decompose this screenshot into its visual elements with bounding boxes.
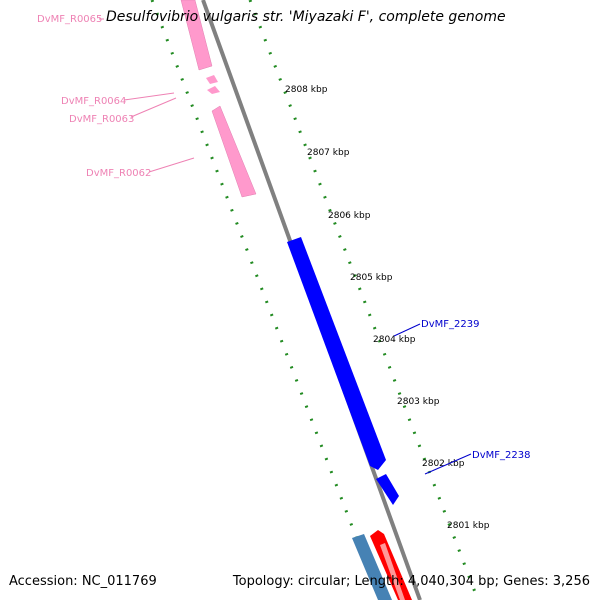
gene-label-r0063: DvMF_R0063 — [69, 114, 134, 125]
leader-line — [424, 453, 472, 475]
gene-label-2239: DvMF_2239 — [421, 319, 479, 330]
tick-label: 2802 kbp — [422, 459, 465, 469]
gene-2239-arrow — [287, 237, 386, 470]
organism-name: Desulfovibrio vulgaris str. 'Miyazaki F'… — [106, 9, 506, 25]
leader-line — [123, 92, 175, 101]
gene-label-2238: DvMF_2238 — [472, 450, 530, 461]
genome-summary: Topology: circular; Length: 4,040,304 bp… — [232, 574, 590, 589]
gene-r0064-arrow — [206, 75, 218, 84]
inner-tick-ring — [150, 0, 382, 600]
tick-label: 2805 kbp — [350, 273, 393, 283]
gene-r0063-arrow — [207, 86, 220, 94]
gene-2238-arrow — [376, 474, 399, 505]
tick-label: 2808 kbp — [285, 85, 328, 95]
gene-label-r0065: DvMF_R0065 — [37, 14, 102, 25]
tick-label: 2803 kbp — [397, 397, 440, 407]
leader-line — [148, 157, 195, 173]
gene-label-r0062: DvMF_R0062 — [86, 168, 151, 179]
gene-red-arrow-inner — [380, 543, 405, 600]
leader-line — [393, 323, 421, 337]
tick-label: 2804 kbp — [373, 335, 416, 345]
gene-r0065-arrow — [180, 0, 213, 71]
genome-title: Desulfovibrio vulgaris str. 'Miyazaki F'… — [106, 9, 506, 25]
gene-steelblue-arrow — [352, 534, 392, 600]
leader-line — [130, 97, 177, 118]
gene-r0062-arrow — [211, 105, 257, 198]
gene-label-r0064: DvMF_R0064 — [61, 96, 126, 107]
tick-label: 2801 kbp — [447, 521, 490, 531]
accession-label: Accession: NC_011769 — [9, 574, 157, 589]
tick-label: 2806 kbp — [328, 211, 371, 221]
tick-label: 2807 kbp — [307, 148, 350, 158]
